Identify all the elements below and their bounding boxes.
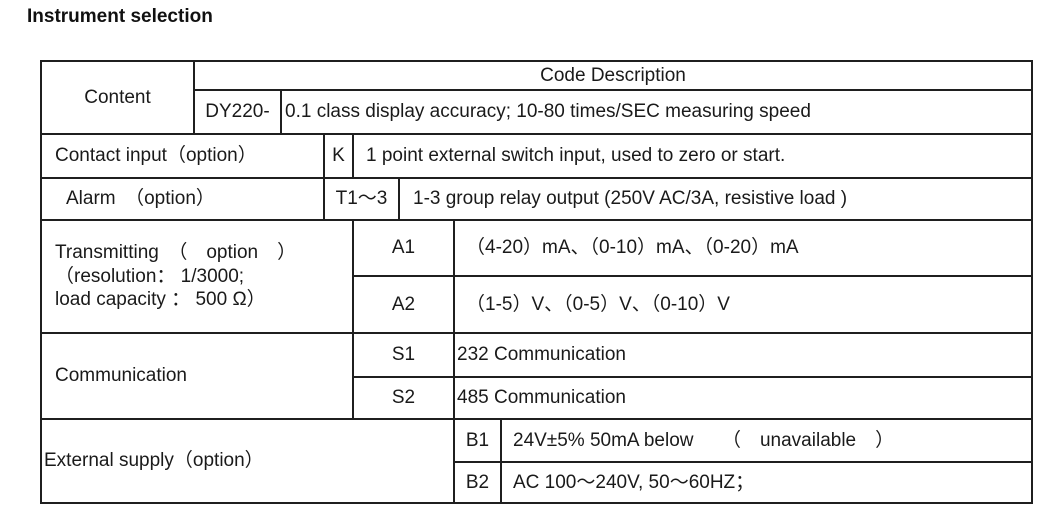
alarm-label-cell: Alarm （option） (41, 178, 324, 220)
page-title: Instrument selection (27, 6, 213, 27)
communication-s1-code-cell: S1 (353, 333, 454, 377)
external-supply-b2-code-cell: B2 (454, 462, 501, 503)
communication-label-cell: Communication (41, 333, 353, 419)
communication-s2-code-cell: S2 (353, 377, 454, 419)
transmitting-a1-code-cell: A1 (353, 220, 454, 276)
contact-input-description-cell: 1 point external switch input, used to z… (353, 134, 1032, 178)
content-header-cell: Content (41, 61, 194, 134)
alarm-code-cell: T1～3 (324, 178, 399, 220)
transmitting-a2-code-cell: A2 (353, 276, 454, 333)
contact-input-code-cell: K (324, 134, 353, 178)
instrument-selection-table: Content Code Description DY220- 0.1 clas… (40, 60, 1033, 504)
transmitting-a1-description-cell: （4-20）mA、（0-10）mA、（0-20）mA (454, 220, 1032, 276)
external-supply-label-cell: External supply（option） (41, 419, 454, 503)
external-supply-b2-description-cell: AC 100～240V, 50～60HZ； (501, 462, 1032, 503)
model-code-cell: DY220- (194, 90, 281, 134)
external-supply-b1-code-cell: B1 (454, 419, 501, 462)
communication-s1-description-cell: 232 Communication (454, 333, 1032, 377)
transmitting-a2-description-cell: （1-5）V、（0-5）V、（0-10）V (454, 276, 1032, 333)
transmitting-label-cell: Transmitting （ option ） （resolution： 1/3… (41, 220, 353, 333)
external-supply-b1-description-cell: 24V±5% 50mA below （ unavailable ） (501, 419, 1032, 462)
contact-input-label-cell: Contact input（option） (41, 134, 324, 178)
code-description-header-cell: Code Description (194, 61, 1032, 90)
communication-s2-description-cell: 485 Communication (454, 377, 1032, 419)
alarm-description-cell: 1-3 group relay output (250V AC/3A, resi… (399, 178, 1032, 220)
model-description-cell: 0.1 class display accuracy; 10-80 times/… (281, 90, 1032, 134)
